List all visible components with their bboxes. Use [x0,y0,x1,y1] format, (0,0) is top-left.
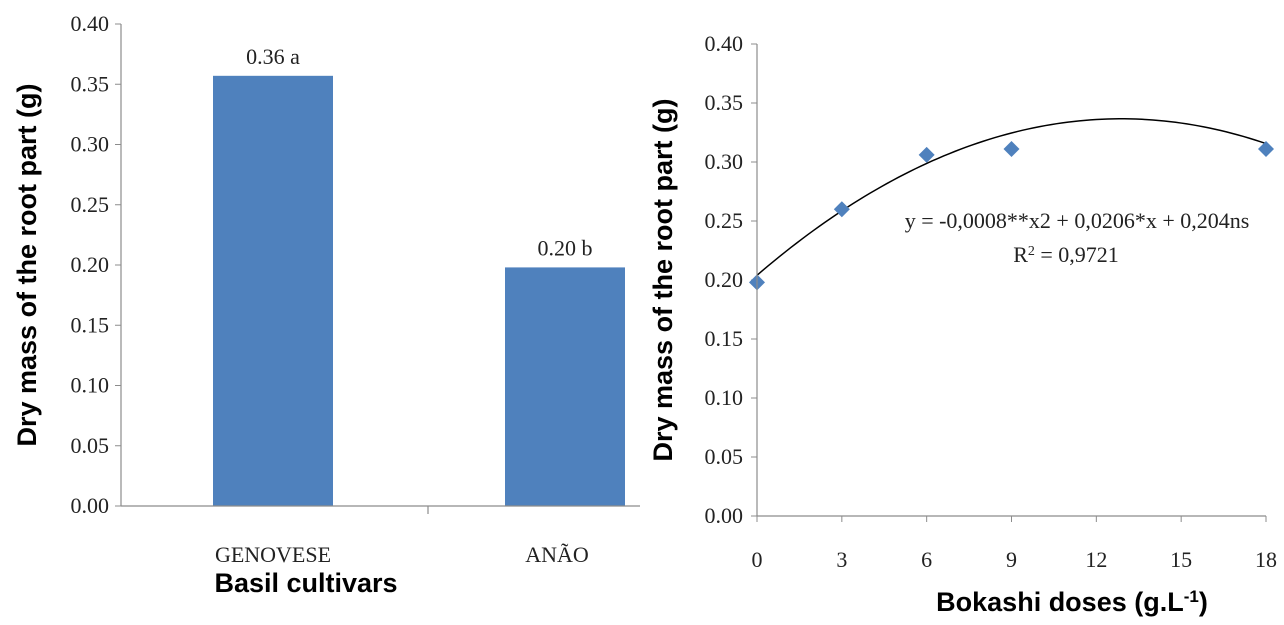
data-point-diamond [1003,141,1020,158]
bar [213,75,333,506]
bar-chart-y-tick-label: 0.35 [71,71,110,96]
scatter-chart-y-tick-label: 0.30 [705,149,744,174]
scatter-chart-y-tick-label: 0.20 [705,267,744,292]
bar-chart-y-tick-label: 0.40 [71,11,110,36]
scatter-chart-x-tick-label: 18 [1255,547,1277,572]
scatter-chart-x-tick-label: 15 [1170,547,1192,572]
bar-chart-x-axis-title: Basil cultivars [214,568,397,598]
scatter-chart-y-tick-label: 0.35 [705,90,744,115]
scatter-chart-x-axis-title: Bokashi doses (g.L-1) [936,587,1208,618]
bar-data-label: 0.20 b [538,235,593,260]
scatter-chart-y-tick-label: 0.15 [705,326,744,351]
scatter-chart-y-axis-title: Dry mass of the root part (g) [648,98,678,461]
bar-chart-cultivars: 0.00 0.05 0.10 0.15 0.20 0.25 0.30 0.35 0.40 0.3… [12,11,640,598]
regression-equation: y = -0,0008**x2 + 0,0206*x + 0,204ns [905,208,1250,233]
scatter-chart-y-tick-label: 0.40 [705,31,744,56]
bar-chart-y-tick-label: 0.25 [71,192,110,217]
scatter-chart-y-ticks: 0.00 0.05 0.10 0.15 0.20 0.25 0.30 0.35 0.40 [705,31,757,528]
scatter-chart-x-tick-label: 0 [752,547,763,572]
bar-chart-y-tick-label: 0.10 [71,373,110,398]
bar-chart-y-tick-label: 0.20 [71,252,110,277]
r-squared-label: R2 = 0,9721 [1013,242,1119,267]
bar-category-label: ANÃO [525,542,589,567]
data-point-diamond [918,146,935,163]
bar-chart-y-tick-label: 0.15 [71,312,110,337]
bar-chart-bars [213,75,625,506]
bar-category-label: GENOVESE [215,542,331,567]
scatter-chart-y-tick-label: 0.10 [705,385,744,410]
scatter-chart-y-tick-label: 0.05 [705,444,744,469]
scatter-chart-points [749,141,1274,291]
scatter-chart-y-tick-label: 0.00 [705,503,744,528]
data-point-diamond [833,201,850,218]
bar-chart-y-axis-title: Dry mass of the root part (g) [12,83,42,446]
scatter-chart-doses: 0.00 0.05 0.10 0.15 0.20 0.25 0.30 0.35 0.40 0 3 6… [648,31,1277,617]
scatter-chart-x-ticks: 0 3 6 9 12 15 18 [752,516,1277,572]
bar-data-label: 0.36 a [246,44,300,69]
scatter-chart-x-tick-label: 12 [1085,547,1107,572]
bar-chart-x-ticks: GENOVESE ANÃO [215,542,589,567]
scatter-chart-x-tick-label: 6 [921,547,932,572]
scatter-chart-y-tick-label: 0.25 [705,208,744,233]
bar-chart-data-labels: 0.36 a 0.20 b [246,44,592,261]
bar [505,267,625,506]
bar-chart-y-tick-label: 0.00 [71,493,110,518]
bar-chart-y-tick-label: 0.30 [71,132,110,157]
scatter-chart-x-tick-label: 3 [836,547,847,572]
bar-chart-y-ticks: 0.00 0.05 0.10 0.15 0.20 0.25 0.30 0.35 0.40 [71,11,121,518]
scatter-chart-x-tick-label: 9 [1006,547,1017,572]
data-point-diamond [1258,141,1274,158]
bar-chart-y-tick-label: 0.05 [71,433,110,458]
